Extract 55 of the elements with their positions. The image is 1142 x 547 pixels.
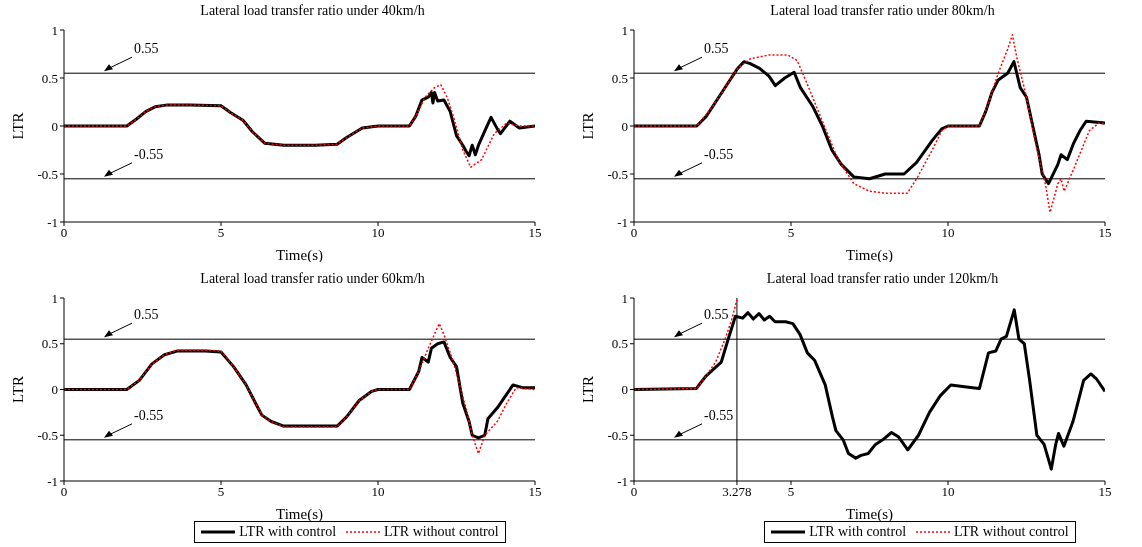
x-tick-label: 10	[941, 225, 955, 241]
x-tick-label: 10	[941, 484, 955, 500]
y-tick-label: 0.5	[41, 336, 58, 352]
x-tick-label: 5	[787, 225, 795, 241]
y-tick-label: -1	[47, 214, 58, 230]
ref-line-label: 0.55	[704, 41, 729, 57]
y-axis-title: LTR	[580, 112, 597, 140]
y-axis-title: LTR	[580, 376, 597, 403]
x-tick-label: 10	[371, 484, 385, 500]
y-tick-label: 0	[51, 118, 58, 134]
x-tick-label: 15	[528, 225, 542, 241]
y-tick-label: -1	[617, 473, 628, 489]
chart-title: Lateral load transfer ratio under 60km/h	[199, 270, 426, 288]
x-tick-label: 3.278	[722, 484, 752, 500]
y-tick-label: 1	[621, 22, 628, 38]
ref-line-label: -0.55	[134, 146, 164, 162]
legend-label: LTR with control	[808, 524, 907, 540]
ref-line-label: 0.55	[134, 307, 159, 323]
y-tick-label: 1	[51, 22, 58, 38]
y-tick-label: -0.5	[607, 166, 628, 182]
y-tick-label: 0.5	[611, 336, 628, 352]
ref-line-label: -0.55	[704, 146, 734, 162]
x-tick-label: 5	[217, 225, 225, 241]
chart-title: Lateral load transfer ratio under 80km/h	[769, 2, 996, 20]
y-tick-label: 0	[51, 382, 58, 398]
y-tick-label: 0.5	[41, 70, 58, 86]
legend-label: LTR with control	[238, 524, 337, 540]
y-axis-title: LTR	[10, 112, 27, 140]
x-tick-label: 15	[528, 484, 542, 500]
y-tick-label: -0.5	[607, 427, 628, 443]
x-axis-title: Time(s)	[276, 506, 323, 523]
y-tick-label: 1	[621, 290, 628, 306]
legend-label: LTR without control	[953, 524, 1069, 540]
x-tick-label: 15	[1098, 484, 1112, 500]
y-tick-label: 0.5	[611, 70, 628, 86]
ref-line-label: -0.55	[704, 407, 734, 423]
ref-line-label: -0.55	[134, 407, 164, 423]
y-tick-label: 0	[621, 118, 628, 134]
chart-title: Lateral load transfer ratio under 40km/h	[199, 2, 426, 20]
y-axis-title: LTR	[10, 376, 27, 403]
x-tick-label: 10	[371, 225, 385, 241]
y-tick-label: 1	[51, 290, 58, 306]
ref-line-label: 0.55	[704, 307, 729, 323]
ref-line-label: 0.55	[134, 41, 159, 57]
y-tick-label: 0	[621, 382, 628, 398]
x-tick-label: 15	[1098, 225, 1112, 241]
legend-label: LTR without control	[383, 524, 499, 540]
y-tick-label: -1	[47, 473, 58, 489]
chart-title: Lateral load transfer ratio under 120km/h	[765, 270, 1000, 288]
x-axis-title: Time(s)	[846, 506, 893, 523]
y-tick-label: -0.5	[37, 427, 58, 443]
x-tick-label: 5	[787, 484, 795, 500]
y-tick-label: -1	[617, 214, 628, 230]
y-tick-label: -0.5	[37, 166, 58, 182]
x-tick-label: 5	[217, 484, 225, 500]
